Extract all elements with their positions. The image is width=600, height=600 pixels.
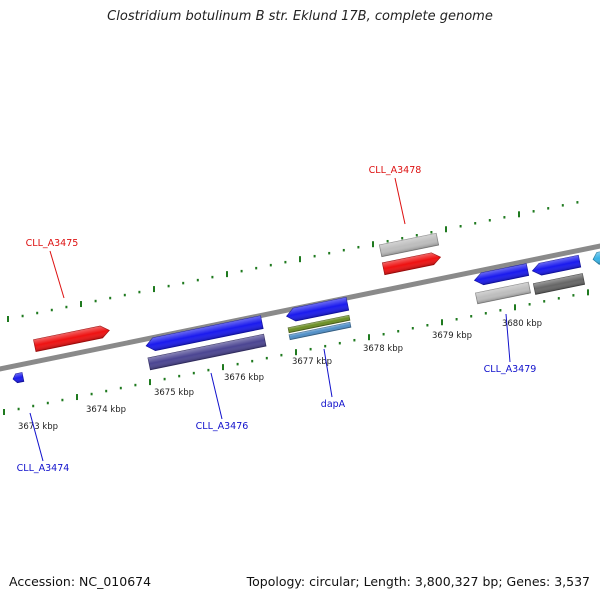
gene-shading [147, 334, 267, 370]
gene-dapa-feature-2[interactable] [288, 321, 352, 341]
gene-dapa[interactable] [285, 296, 350, 322]
gene-shading [475, 282, 531, 304]
gene-label-cll_a3474[interactable]: CLL_A3474 [17, 463, 70, 474]
gene-label-cll_a3479[interactable]: CLL_A3479 [484, 364, 537, 375]
leader-line [49, 250, 65, 299]
gene-cll_a3479[interactable] [473, 263, 530, 287]
gene-shading [289, 322, 351, 340]
leader-line [323, 348, 333, 398]
scale-label: 3679 kbp [432, 331, 472, 341]
reverse-strand-ticks [3, 289, 589, 415]
scale-label: 3676 kbp [224, 373, 264, 383]
gene-cll_a3474[interactable] [12, 372, 25, 384]
gene-shading [532, 255, 581, 276]
gene-dapa-feature[interactable] [287, 314, 351, 334]
gene-label-cll_a3476[interactable]: CLL_A3476 [196, 421, 249, 432]
gene-cll_a3478[interactable] [378, 232, 440, 258]
gene-shading [533, 273, 585, 295]
leader-line [505, 313, 511, 363]
gene-shading [593, 250, 600, 265]
gene-label-dapa[interactable]: dapA [321, 399, 346, 410]
scale-label: 3673 kbp [18, 422, 58, 432]
gene-features [12, 232, 600, 384]
scale-label: 3675 kbp [154, 388, 194, 398]
gene-shading [288, 315, 350, 333]
gene-shading [146, 315, 264, 351]
gene-gene-3680-a[interactable] [531, 254, 582, 276]
gene-shading [379, 233, 439, 257]
gene-cll_a3476[interactable] [145, 315, 264, 352]
gene-cll_a3475[interactable] [33, 324, 111, 352]
gene-shading [474, 263, 529, 285]
gene-gene-edge[interactable] [592, 250, 600, 266]
map-title: Clostridium botulinum B str. Eklund 17B,… [107, 9, 493, 24]
genome-summary: Topology: circular; Length: 3,800,327 bp… [246, 574, 590, 589]
scale-label: 3674 kbp [86, 405, 126, 415]
gene-shading [33, 326, 110, 352]
gene-shading [382, 252, 441, 275]
gene-cll_a3478-cds[interactable] [381, 251, 442, 276]
leader-line [29, 412, 44, 462]
gene-shading [13, 372, 24, 383]
gene-cll_a3479-cds[interactable] [474, 281, 532, 305]
gene-cll_a3476-cds[interactable] [147, 333, 267, 371]
forward-strand-ticks [7, 201, 579, 322]
leader-line [210, 372, 223, 420]
scale-label: 3678 kbp [363, 344, 403, 354]
gene-gene-3680-b[interactable] [532, 273, 586, 295]
gene-shading [286, 297, 349, 321]
tick-marks [3, 201, 589, 415]
gene-label-cll_a3478[interactable]: CLL_A3478 [369, 165, 422, 176]
leader-line [394, 177, 406, 225]
accession-label: Accession: NC_010674 [9, 574, 152, 589]
scale-label: 3680 kbp [502, 319, 542, 329]
scale-label: 3677 kbp [292, 357, 332, 367]
gene-label-cll_a3475[interactable]: CLL_A3475 [26, 238, 79, 249]
annotation-labels: 3673 kbp 3674 kbp 3675 kbp 3676 kbp 3677 kbp… [17, 165, 542, 474]
